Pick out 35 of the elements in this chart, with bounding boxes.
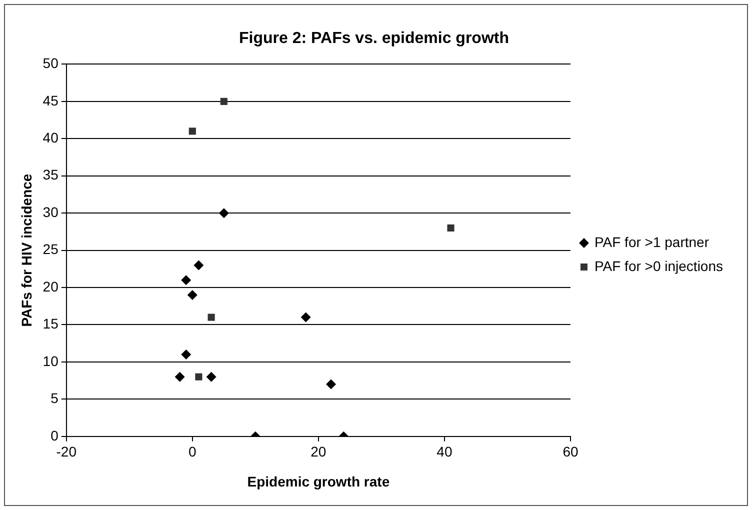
point	[174, 372, 185, 382]
point	[208, 314, 215, 321]
y-tick-label: 15	[42, 316, 59, 332]
point	[447, 224, 454, 232]
point	[220, 98, 228, 105]
x-tick-label: 40	[436, 444, 452, 460]
y-tick-label: 20	[42, 278, 59, 294]
legend-label: PAF for >0 injections	[594, 258, 724, 274]
point	[326, 379, 336, 390]
y-tick-label: 50	[42, 55, 59, 72]
y-tick-label: 30	[42, 204, 59, 220]
x-tick-label: 0	[188, 444, 196, 460]
x-tick-label: 60	[562, 444, 578, 460]
legend-label: PAF for >1 partner	[594, 234, 710, 250]
y-tick-label: 25	[42, 241, 59, 258]
chart-title: Figure 2: PAFs vs. epidemic growth	[239, 30, 509, 48]
y-tick-label: 45	[42, 92, 59, 108]
x-tick-label: 20	[310, 444, 326, 460]
point	[300, 312, 311, 322]
y-tick-label: 35	[42, 166, 59, 183]
y-tick-label: 0	[50, 427, 59, 444]
x-axis-title: Epidemic growth rate	[247, 473, 390, 490]
point	[218, 208, 229, 218]
y-tick-label: 5	[50, 390, 59, 406]
y-tick-label: 40	[42, 130, 59, 146]
point	[188, 128, 196, 135]
point	[181, 275, 192, 286]
point	[187, 290, 198, 300]
x-tick-label: -20	[56, 444, 77, 460]
point	[206, 372, 216, 382]
point	[181, 350, 192, 360]
y-axis-title: PAFs for HIV incidence	[18, 174, 34, 327]
y-tick-label: 10	[42, 352, 59, 369]
point	[195, 373, 202, 380]
point	[194, 260, 204, 270]
